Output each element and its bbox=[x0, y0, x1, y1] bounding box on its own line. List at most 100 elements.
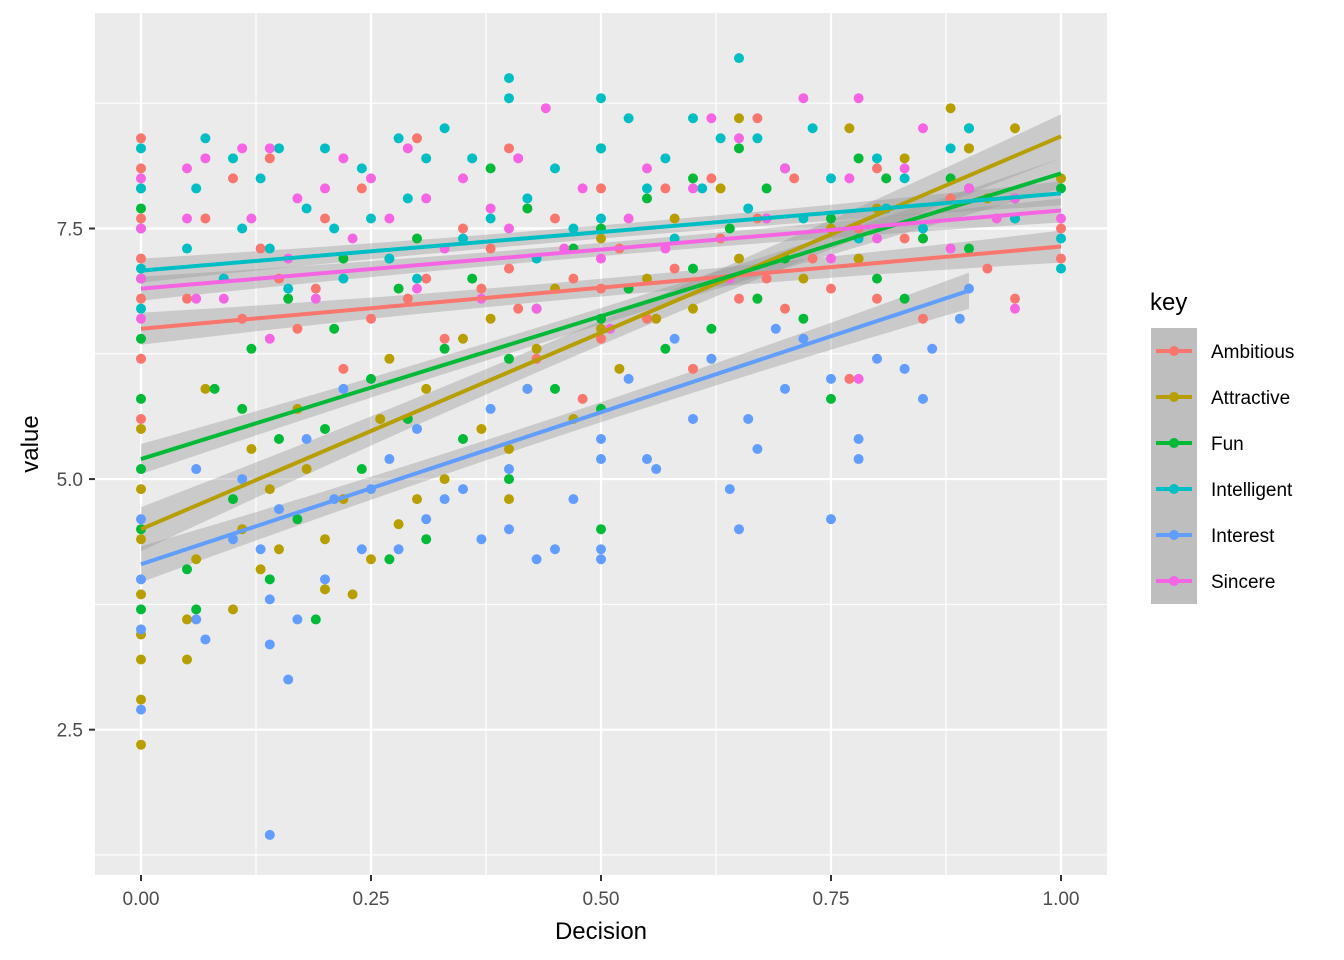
data-point bbox=[439, 333, 450, 344]
data-point bbox=[136, 589, 146, 600]
data-point bbox=[596, 433, 606, 444]
data-point bbox=[366, 313, 376, 324]
data-point bbox=[485, 213, 496, 224]
legend-key-point bbox=[1169, 530, 1179, 540]
data-point bbox=[458, 333, 468, 344]
data-point bbox=[623, 113, 634, 124]
data-point bbox=[384, 253, 395, 264]
data-point bbox=[734, 143, 744, 154]
data-point bbox=[458, 223, 468, 234]
data-point bbox=[715, 133, 726, 144]
data-point bbox=[412, 283, 422, 294]
y-tick-label: 5.0 bbox=[57, 470, 83, 491]
data-point bbox=[964, 143, 974, 154]
data-point bbox=[826, 373, 836, 384]
data-point bbox=[310, 293, 321, 304]
data-point bbox=[706, 353, 717, 364]
data-point bbox=[789, 173, 800, 184]
data-point bbox=[522, 383, 533, 394]
data-point bbox=[136, 223, 146, 234]
data-point bbox=[596, 544, 606, 555]
data-point bbox=[1056, 213, 1066, 224]
data-point bbox=[347, 589, 358, 600]
data-point bbox=[264, 484, 275, 495]
data-point bbox=[826, 514, 836, 525]
data-point bbox=[734, 53, 744, 64]
data-point bbox=[853, 153, 864, 164]
data-point bbox=[421, 534, 432, 545]
data-point bbox=[550, 544, 560, 555]
fit-line bbox=[140, 171, 1062, 461]
data-point bbox=[136, 484, 146, 495]
data-point bbox=[356, 183, 367, 194]
data-point bbox=[384, 213, 395, 224]
data-point bbox=[136, 143, 146, 154]
data-point bbox=[264, 829, 275, 840]
x-axis-title: Decision bbox=[555, 918, 647, 945]
data-point bbox=[1056, 253, 1066, 264]
data-point bbox=[899, 163, 910, 174]
data-point bbox=[274, 504, 284, 515]
data-point bbox=[412, 494, 422, 505]
data-point bbox=[743, 203, 754, 214]
data-point bbox=[826, 253, 836, 264]
data-point bbox=[182, 564, 192, 575]
x-tick-label: 0.75 bbox=[813, 889, 850, 910]
data-point bbox=[218, 293, 229, 304]
data-point bbox=[660, 153, 671, 164]
major-gridlines bbox=[95, 13, 1107, 875]
data-point bbox=[872, 273, 882, 284]
data-point bbox=[255, 173, 266, 184]
data-point bbox=[136, 534, 146, 545]
data-point bbox=[826, 283, 836, 294]
legend-key-point bbox=[1169, 392, 1179, 402]
legend-label: Intelligent bbox=[1211, 480, 1293, 501]
fit-line bbox=[140, 134, 1062, 532]
data-point bbox=[550, 163, 560, 174]
data-point bbox=[531, 343, 542, 354]
data-point bbox=[136, 413, 146, 424]
data-point bbox=[338, 273, 349, 284]
legend-label: Interest bbox=[1211, 526, 1275, 547]
data-point bbox=[182, 654, 192, 665]
legend-label: Attractive bbox=[1211, 388, 1290, 409]
data-point bbox=[798, 333, 809, 344]
data-point bbox=[1056, 263, 1066, 274]
data-point bbox=[467, 153, 478, 164]
data-point bbox=[577, 183, 588, 194]
data-point bbox=[182, 163, 192, 174]
data-point bbox=[706, 113, 717, 124]
fit-line bbox=[140, 288, 970, 567]
data-point bbox=[467, 273, 478, 284]
data-point bbox=[421, 153, 432, 164]
data-point bbox=[669, 233, 680, 244]
legend-label: Sincere bbox=[1211, 572, 1275, 593]
data-point bbox=[853, 93, 864, 104]
data-point bbox=[421, 193, 432, 204]
data-point bbox=[393, 519, 404, 530]
data-point bbox=[209, 383, 220, 394]
data-point bbox=[384, 454, 395, 465]
data-point bbox=[264, 153, 275, 164]
data-point bbox=[550, 383, 560, 394]
data-point bbox=[697, 183, 708, 194]
data-point bbox=[338, 363, 349, 374]
data-point bbox=[246, 444, 257, 455]
data-point bbox=[237, 143, 248, 154]
data-point bbox=[264, 639, 275, 650]
data-point bbox=[945, 143, 956, 154]
data-point bbox=[458, 433, 468, 444]
data-point bbox=[504, 93, 514, 104]
data-point bbox=[872, 353, 882, 364]
data-point bbox=[255, 544, 266, 555]
data-point bbox=[826, 393, 836, 404]
data-point bbox=[458, 173, 468, 184]
data-point bbox=[872, 163, 882, 174]
data-point bbox=[136, 464, 146, 475]
data-point bbox=[899, 363, 910, 374]
data-point bbox=[320, 574, 330, 585]
y-tick-label: 7.5 bbox=[57, 220, 83, 241]
data-point bbox=[320, 534, 330, 545]
data-point bbox=[292, 323, 303, 334]
data-point bbox=[504, 444, 514, 455]
